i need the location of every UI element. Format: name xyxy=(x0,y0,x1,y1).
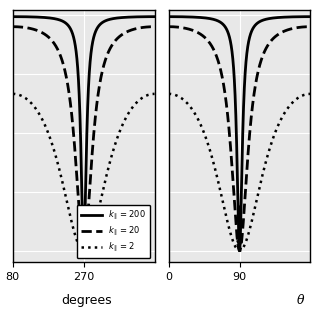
Text: degrees: degrees xyxy=(61,294,112,307)
Text: θ: θ xyxy=(297,294,305,307)
Legend: $k_{\parallel} = 200$, $k_{\parallel} = 20$, $k_{\parallel} = 2$: $k_{\parallel} = 200$, $k_{\parallel} = … xyxy=(76,205,150,258)
